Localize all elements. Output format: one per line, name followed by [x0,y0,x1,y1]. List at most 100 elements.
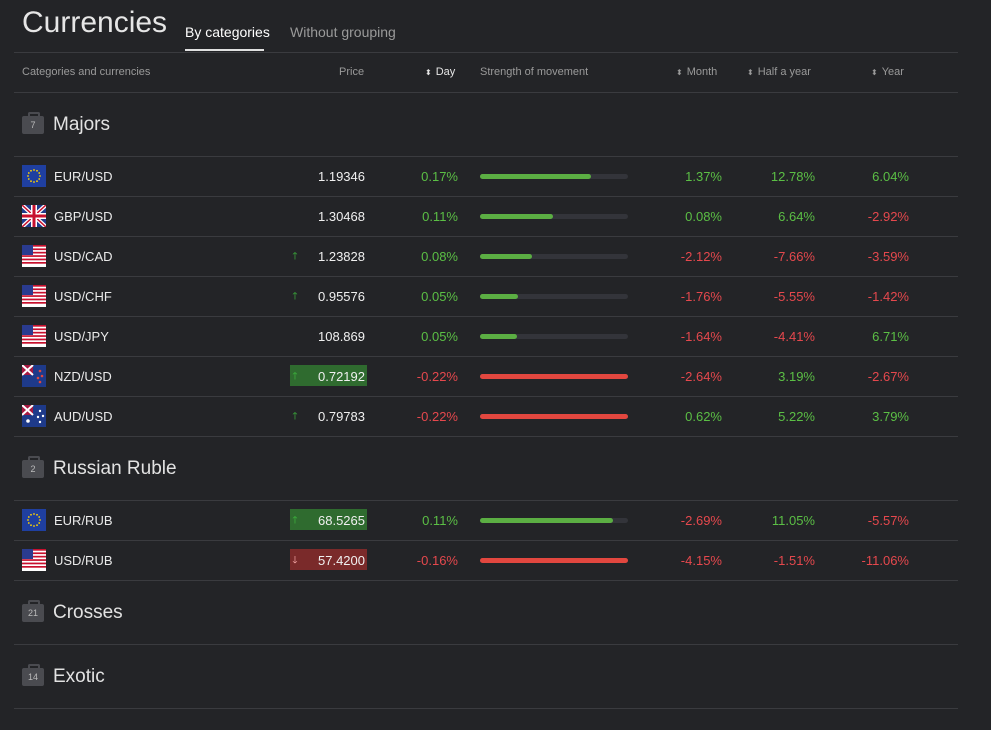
briefcase-icon: 14 [22,664,44,686]
price-value: 0.79783 [318,409,365,424]
month-change: 0.08% [685,209,722,224]
category-group[interactable]: 21 Crosses [14,581,958,645]
arrow-down-icon: 🡓 [292,555,298,566]
arrow-up-icon: 🡑 [292,291,298,302]
month-change: -2.69% [680,513,722,528]
briefcase-icon: 7 [22,112,44,134]
day-change: -0.22% [416,409,458,424]
column-price[interactable]: Price [339,66,365,78]
table-row[interactable]: GBP/USD 1.30468 0.11% 0.08% 6.64% -2.92% [14,197,958,237]
column-year-label: Year [881,66,904,78]
arrow-up-icon: 🡑 [292,411,298,422]
tab-without-grouping[interactable]: Without grouping [290,24,396,40]
strength-bar-fill [480,254,532,259]
half-year-change: -5.55% [773,289,815,304]
day-change: 0.05% [421,329,458,344]
strength-bar [480,214,628,219]
column-month[interactable]: ⬍ Month [676,66,717,78]
price-change-highlight [290,549,367,570]
sort-icon: ⬍ [676,68,683,77]
month-change: -1.76% [680,289,722,304]
year-change: 6.71% [872,329,909,344]
price-value: 68.5265 [318,513,365,528]
year-change: 6.04% [872,169,909,184]
column-day-label: Day [435,66,456,78]
header: Currencies By categories Without groupin… [14,0,958,53]
year-change: 3.79% [872,409,909,424]
half-year-change: -4.41% [773,329,815,344]
half-year-change: -7.66% [773,249,815,264]
sort-icon: ⬍ [425,68,432,77]
column-headers: Categories and currencies Price ⬍ Day Str… [14,53,958,93]
table-row[interactable]: USD/JPY 108.869 0.05% -1.64% -4.41% 6.71% [14,317,958,357]
column-day[interactable]: ⬍ Day [425,66,455,78]
table-row[interactable]: NZD/USD 🡑 0.72192 -0.22% -2.64% 3.19% -2.67% [14,357,958,397]
briefcase-icon: 2 [22,456,44,478]
column-half-year[interactable]: ⬍ Half a year [747,66,811,78]
strength-bar [480,414,628,419]
strength-bar-fill [480,558,628,563]
strength-bar [480,374,628,379]
year-change: -5.57% [867,513,909,528]
currency-pair[interactable]: USD/CAD [54,249,113,264]
table-row[interactable]: EUR/RUB 🡑 68.5265 0.11% -2.69% 11.05% -5.57% [14,501,958,541]
eu-flag-icon [22,165,46,187]
strength-bar [480,518,628,523]
category-group[interactable]: 14 Exotic [14,645,958,709]
page-title: Currencies [22,6,168,39]
currency-pair[interactable]: NZD/USD [54,369,112,384]
table-row[interactable]: EUR/USD 1.19346 0.17% 1.37% 12.78% 6.04% [14,157,958,197]
currency-pair[interactable]: USD/JPY [54,329,109,344]
nz-flag-icon [22,365,46,387]
currency-pair[interactable]: AUD/USD [54,409,113,424]
strength-bar-fill [480,334,517,339]
currency-pair[interactable]: EUR/RUB [54,513,113,528]
tab-by-categories[interactable]: By categories [185,24,270,40]
half-year-change: 11.05% [771,513,815,528]
strength-bar-fill [480,518,614,523]
table-row[interactable]: USD/RUB 🡓 57.4200 -0.16% -4.15% -1.51% -11.06% [14,541,958,581]
table-row[interactable]: USD/CHF 🡑 0.95576 0.05% -1.76% -5.55% -1.42% [14,277,958,317]
strength-bar [480,294,628,299]
column-half-year-label: Half a year [757,66,811,78]
currency-pair[interactable]: GBP/USD [54,209,113,224]
us-flag-icon [22,325,46,347]
gb-flag-icon [22,205,46,227]
column-strength: Strength of movement [480,66,589,78]
currency-pair[interactable]: EUR/USD [54,169,113,184]
day-change: 0.11% [422,209,458,224]
day-change: 0.17% [421,169,458,184]
sort-icon: ⬍ [871,68,878,77]
arrow-up-icon: 🡑 [292,371,298,382]
currency-pair[interactable]: USD/CHF [54,289,112,304]
eu-flag-icon [22,509,46,531]
us-flag-icon [22,549,46,571]
currency-pair[interactable]: USD/RUB [54,553,113,568]
day-change: 0.05% [421,289,458,304]
year-change: -2.92% [867,209,909,224]
strength-bar [480,254,628,259]
price-value: 0.72192 [318,369,365,384]
category-group[interactable]: 2 Russian Ruble [14,437,958,501]
month-change: -2.64% [680,369,722,384]
price-value: 0.95576 [318,289,365,304]
column-year[interactable]: ⬍ Year [871,66,904,78]
day-change: -0.22% [416,369,458,384]
column-name: Categories and currencies [22,66,151,78]
year-change: -2.67% [867,369,909,384]
us-flag-icon [22,245,46,267]
strength-bar-fill [480,294,519,299]
price-change-highlight [290,365,367,386]
year-change: -3.59% [867,249,909,264]
price-value: 1.30468 [318,209,365,224]
strength-bar [480,174,628,179]
year-change: -11.06% [861,553,909,568]
table-row[interactable]: AUD/USD 🡑 0.79783 -0.22% 0.62% 5.22% 3.79% [14,397,958,437]
category-name: Majors [53,114,111,135]
month-change: 0.62% [685,409,722,424]
price-value: 1.19346 [318,169,365,184]
active-tab-indicator [185,49,264,51]
category-group[interactable]: 7 Majors [14,93,958,157]
table-row[interactable]: USD/CAD 🡑 1.23828 0.08% -2.12% -7.66% -3.59% [14,237,958,277]
arrow-up-icon: 🡑 [292,251,298,262]
